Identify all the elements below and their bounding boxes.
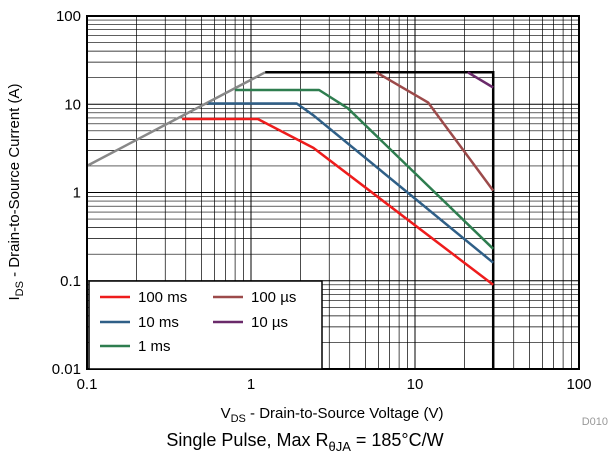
series-line-4 [467,71,494,89]
figure-tag: D010 [582,416,608,428]
x-axis-label-main: V [221,405,231,422]
legend-entry-label: 100 µs [251,289,296,306]
legend-entry-label: 100 ms [138,289,187,306]
y-tick-label: 10 [64,96,81,113]
y-tick-label: 0.01 [52,361,81,378]
x-tick-label: 100 [566,376,591,393]
legend-entry-label: 10 ms [138,314,179,331]
plot-frame [86,15,580,370]
y-tick-label: 100 [56,8,81,25]
x-axis-label: VDS - Drain-to-Source Voltage (V) [221,405,444,425]
limit-line-0 [86,71,266,168]
legend: 100 ms 10 ms 1 ms 100 µs 10 µs [88,280,323,370]
grid-lines [87,16,579,369]
caption-sub: θJA [328,439,351,454]
y-axis-label-main: I [6,296,23,300]
series-line-2 [235,88,495,250]
legend-box [88,280,323,370]
series-line-1 [208,102,494,264]
x-tick-label: 0.1 [77,376,98,393]
x-tick-label: 10 [407,376,424,393]
y-tick-label: 1 [73,185,81,202]
limit-line-1 [265,71,495,369]
series-line-0 [182,117,494,286]
y-axis-label-rest: - Drain-to-Source Current (A) [6,83,23,281]
x-axis-label-rest: - Drain-to-Source Voltage (V) [246,405,444,422]
x-tick-label: 1 [247,376,255,393]
x-axis-label-sub: DS [231,413,246,425]
series-line-3 [375,71,495,192]
y-tick-label: 0.1 [60,273,81,290]
caption-main: Single Pulse, Max R [166,430,328,450]
caption-rest: = 185°C/W [351,430,444,450]
chart-caption: Single Pulse, Max RθJA = 185°C/W [166,430,443,454]
legend-entry-label: 10 µs [251,314,288,331]
series-layer [86,71,495,369]
legend-entry-label: 1 ms [138,338,171,355]
y-axis-label-sub: DS [14,281,26,296]
y-axis-label: IDS - Drain-to-Source Current (A) [6,83,26,300]
